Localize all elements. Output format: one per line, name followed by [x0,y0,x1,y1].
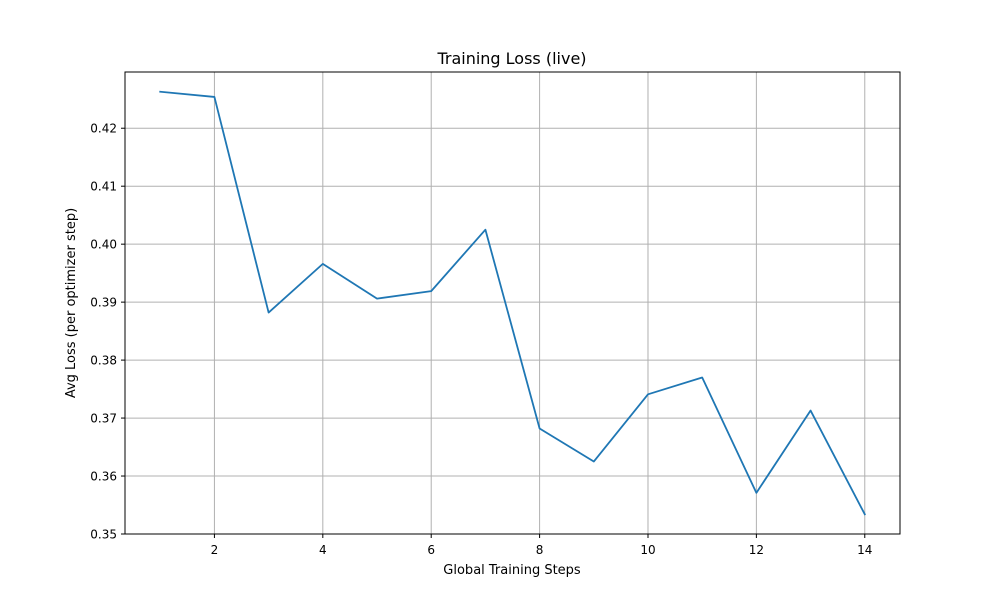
x-tick-label: 10 [640,543,655,557]
y-tick-label: 0.42 [90,122,117,136]
loss-series-line [159,90,866,516]
y-tick-label: 0.37 [90,412,117,426]
grid [125,72,900,535]
y-tick-label: 0.40 [90,238,117,252]
y-tick-label: 0.39 [90,296,117,310]
x-tick-label: 4 [319,543,327,557]
y-axis-label: Avg Loss (per optimizer step) [64,208,79,398]
x-axis: 2 4 6 8 10 12 14 [211,534,872,557]
x-tick-label: 2 [211,543,219,557]
x-tick-label: 8 [536,543,544,557]
y-axis: 0.35 0.36 0.37 0.38 0.39 0.40 0.41 0.42 [90,122,125,542]
y-tick-label: 0.36 [90,470,117,484]
x-tick-label: 12 [749,543,764,557]
chart-title: Training Loss (live) [436,49,586,68]
x-axis-label: Global Training Steps [443,563,581,578]
y-tick-label: 0.38 [90,354,117,368]
series-layer [159,90,866,516]
y-tick-label: 0.35 [90,528,117,542]
plot-frame [124,71,901,535]
y-tick-label: 0.41 [90,180,117,194]
x-tick-label: 6 [427,543,435,557]
x-tick-label: 14 [857,543,872,557]
